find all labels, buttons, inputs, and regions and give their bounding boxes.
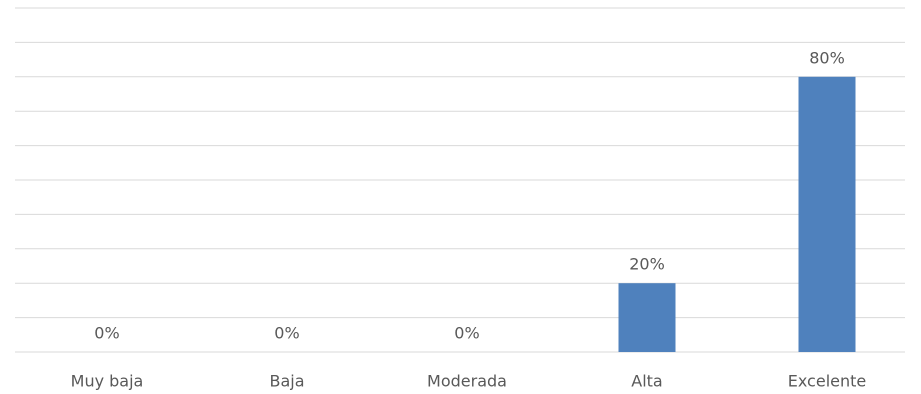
data-label: 20% xyxy=(629,255,665,274)
x-tick-label: Excelente xyxy=(788,372,866,391)
bar xyxy=(798,76,856,353)
data-label: 0% xyxy=(454,324,479,343)
x-tick-label: Baja xyxy=(269,372,304,391)
x-tick-label: Alta xyxy=(631,372,662,391)
bar xyxy=(618,283,676,352)
data-label: 0% xyxy=(274,324,299,343)
x-tick-label: Moderada xyxy=(427,372,507,391)
data-label: 0% xyxy=(94,324,119,343)
data-label: 80% xyxy=(809,48,845,67)
x-tick-label: Muy baja xyxy=(71,372,144,391)
